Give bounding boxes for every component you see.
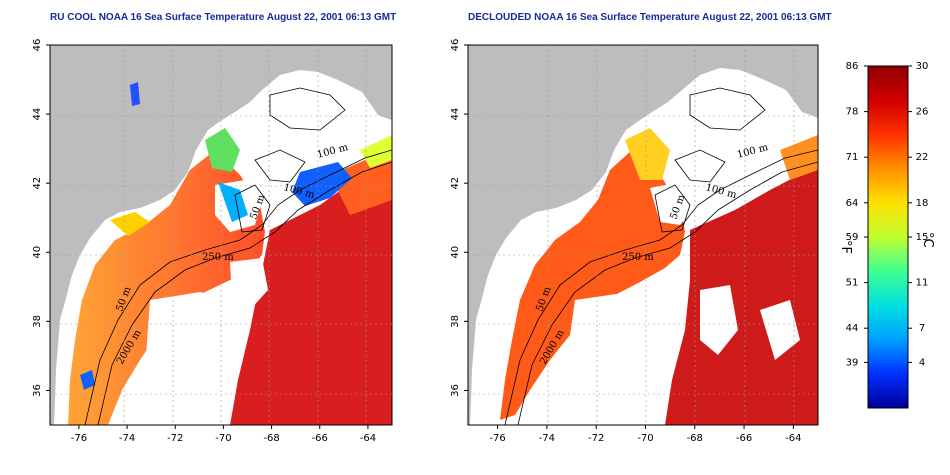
depth-contour: [234, 184, 271, 233]
x-tick-label: -74: [119, 433, 135, 444]
fahrenheit-tick: 39: [846, 357, 859, 368]
x-tick-label: -70: [215, 433, 231, 444]
depth-contour: [269, 87, 346, 131]
offshore-water: [230, 150, 392, 425]
land-mass: [468, 45, 818, 425]
y-tick-label: 38: [450, 315, 461, 328]
x-tick-label: -76: [71, 433, 87, 444]
fahrenheit-tick: 86: [846, 61, 859, 72]
celsius-tick: 26: [916, 107, 929, 118]
contour-label: 250 m: [622, 252, 654, 263]
fahrenheit-tick: 78: [846, 107, 859, 118]
land-mass: [50, 45, 392, 425]
depth-contour: [654, 184, 691, 233]
graticule-raw: [50, 45, 392, 425]
celsius-tick: 15: [916, 232, 929, 243]
y-tick-label: 40: [450, 246, 461, 259]
shelf-water: [500, 150, 685, 420]
celsius-tick: 22: [916, 152, 929, 163]
celsius-tick: 4: [919, 357, 925, 368]
y-tick-label: 46: [450, 39, 461, 52]
x-tick-label: -64: [360, 433, 376, 444]
y-tick-label: 44: [450, 108, 461, 121]
y-tick-label: 46: [32, 39, 43, 52]
fahrenheit-tick: 64: [846, 198, 859, 209]
depth-contour: [504, 149, 818, 425]
x-tick-label: -70: [637, 433, 653, 444]
celsius-tick: 30: [916, 61, 929, 72]
x-tick-label: -68: [687, 433, 703, 444]
fahrenheit-tick: 44: [846, 323, 859, 334]
x-tick-label: -72: [588, 433, 604, 444]
celsius-label: °C: [920, 232, 935, 248]
x-tick-label: -66: [736, 433, 752, 444]
panel-title-raw: RU COOL NOAA 16 Sea Surface Temperature …: [50, 12, 397, 23]
celsius-tick: 7: [919, 323, 925, 334]
shelf-water: [68, 150, 265, 425]
map-panel-declouded: [468, 45, 818, 425]
x-tick-label: -64: [785, 433, 801, 444]
contour-label: 250 m: [202, 252, 234, 263]
colorbar: [867, 65, 909, 409]
graticule-declouded: [468, 45, 818, 425]
x-tick-label: -68: [263, 433, 279, 444]
celsius-tick: 11: [916, 278, 929, 289]
depth-contour: [517, 161, 818, 425]
offshore-water: [665, 165, 818, 425]
depth-contour: [689, 87, 766, 131]
map-frame-declouded: [467, 44, 819, 426]
y-tick-label: 38: [32, 315, 43, 328]
y-tick-label: 42: [450, 177, 461, 190]
axes-raw: -76 -74 -72 -70 -68 -66 -64 46 44 42 40 38 36: [32, 39, 376, 444]
y-tick-label: 42: [32, 177, 43, 190]
y-tick-label: 36: [32, 384, 43, 397]
depth-contour: [674, 149, 726, 183]
y-tick-label: 40: [32, 246, 43, 259]
x-tick-label: -72: [167, 433, 183, 444]
fahrenheit-label: °F: [838, 240, 853, 254]
y-tick-label: 44: [32, 108, 43, 121]
depth-contour: [97, 161, 392, 425]
y-tick-label: 36: [450, 384, 461, 397]
fahrenheit-tick: 51: [846, 278, 859, 289]
panel-title-declouded: DECLOUDED NOAA 16 Sea Surface Temperatur…: [468, 12, 832, 23]
depth-contour: [84, 149, 392, 425]
axes-declouded: -76 -74 -72 -70 -68 -66 -64 46 44 42 40 38 36: [450, 39, 802, 444]
x-tick-label: -74: [539, 433, 555, 444]
depth-contour: [254, 149, 306, 183]
x-tick-label: -66: [312, 433, 328, 444]
fahrenheit-tick: 71: [846, 152, 859, 163]
x-tick-label: -76: [489, 433, 505, 444]
fahrenheit-tick: 59: [846, 232, 859, 243]
celsius-tick: 18: [916, 198, 929, 209]
